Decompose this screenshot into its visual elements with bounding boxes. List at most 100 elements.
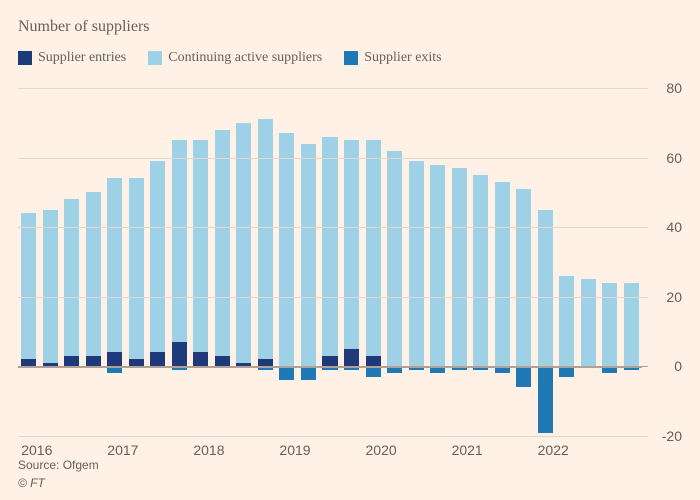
y-axis-label: -20 bbox=[662, 428, 682, 444]
legend-item-entries: Supplier entries bbox=[18, 50, 126, 66]
bar-continuing bbox=[129, 178, 144, 359]
bar-continuing bbox=[64, 199, 79, 356]
source-text: Source: Ofgem bbox=[18, 458, 99, 472]
bar-entries bbox=[344, 349, 359, 366]
bar-entries bbox=[64, 356, 79, 366]
bar-group bbox=[366, 88, 381, 436]
bar-continuing bbox=[43, 210, 58, 363]
bar-exits bbox=[301, 366, 316, 380]
bar-continuing bbox=[344, 140, 359, 349]
bar-continuing bbox=[581, 279, 596, 366]
bar-group bbox=[43, 88, 58, 436]
bar-continuing bbox=[301, 144, 316, 367]
bar-continuing bbox=[172, 140, 187, 342]
bar-continuing bbox=[193, 140, 208, 352]
bar-continuing bbox=[495, 182, 510, 366]
y-tick bbox=[642, 436, 648, 437]
bars-layer bbox=[18, 88, 642, 436]
bar-group bbox=[322, 88, 337, 436]
bar-exits bbox=[366, 366, 381, 376]
legend-label: Supplier entries bbox=[38, 50, 126, 66]
legend-label: Continuing active suppliers bbox=[168, 50, 322, 66]
bar-entries bbox=[366, 356, 381, 366]
gridline bbox=[18, 227, 642, 228]
bar-group bbox=[150, 88, 165, 436]
bar-group bbox=[301, 88, 316, 436]
x-axis-label: 2016 bbox=[21, 442, 52, 458]
chart-container: Number of suppliers Supplier entries Con… bbox=[0, 0, 700, 500]
y-axis-label: 60 bbox=[666, 150, 682, 166]
x-axis-label: 2018 bbox=[193, 442, 224, 458]
bar-entries bbox=[21, 359, 36, 366]
bar-group bbox=[430, 88, 445, 436]
bar-group bbox=[258, 88, 273, 436]
legend-label: Supplier exits bbox=[364, 50, 441, 66]
bar-continuing bbox=[107, 178, 122, 352]
bar-exits bbox=[559, 366, 574, 376]
y-tick bbox=[642, 227, 648, 228]
bar-exits bbox=[538, 366, 553, 432]
bar-group bbox=[193, 88, 208, 436]
gridline bbox=[18, 366, 642, 368]
bar-entries bbox=[107, 352, 122, 366]
y-tick bbox=[642, 366, 648, 367]
bar-entries bbox=[322, 356, 337, 366]
bar-group bbox=[236, 88, 251, 436]
bar-continuing bbox=[430, 165, 445, 367]
bar-exits bbox=[279, 366, 294, 380]
bar-group bbox=[86, 88, 101, 436]
plot-area: -200204060802016201720182019202020212022 bbox=[18, 88, 642, 436]
bar-group bbox=[624, 88, 639, 436]
bar-group bbox=[473, 88, 488, 436]
bar-entries bbox=[215, 356, 230, 366]
bar-group bbox=[64, 88, 79, 436]
bar-continuing bbox=[559, 276, 574, 366]
y-axis-label: 80 bbox=[666, 80, 682, 96]
bar-continuing bbox=[387, 151, 402, 367]
gridline bbox=[18, 297, 642, 298]
bar-continuing bbox=[236, 123, 251, 363]
bar-group bbox=[172, 88, 187, 436]
x-axis-label: 2017 bbox=[107, 442, 138, 458]
legend: Supplier entries Continuing active suppl… bbox=[18, 50, 442, 66]
y-tick bbox=[642, 158, 648, 159]
bar-group bbox=[387, 88, 402, 436]
bar-continuing bbox=[602, 283, 617, 367]
legend-swatch-continuing bbox=[148, 51, 162, 65]
y-axis-label: 20 bbox=[666, 289, 682, 305]
bar-group bbox=[495, 88, 510, 436]
bar-exits bbox=[516, 366, 531, 387]
gridline bbox=[18, 436, 642, 437]
bar-entries bbox=[129, 359, 144, 366]
bar-group bbox=[279, 88, 294, 436]
bar-continuing bbox=[322, 137, 337, 356]
bar-entries bbox=[86, 356, 101, 366]
bar-continuing bbox=[409, 161, 424, 366]
bar-group bbox=[602, 88, 617, 436]
x-axis-label: 2022 bbox=[538, 442, 569, 458]
bar-group bbox=[559, 88, 574, 436]
bar-entries bbox=[193, 352, 208, 366]
bar-group bbox=[516, 88, 531, 436]
y-axis-label: 40 bbox=[666, 219, 682, 235]
bar-group bbox=[452, 88, 467, 436]
bar-continuing bbox=[279, 133, 294, 366]
bar-continuing bbox=[516, 189, 531, 366]
bar-group bbox=[581, 88, 596, 436]
copyright-text: © FT bbox=[18, 476, 45, 490]
bar-group bbox=[344, 88, 359, 436]
x-axis-label: 2020 bbox=[366, 442, 397, 458]
bar-continuing bbox=[258, 119, 273, 359]
bar-continuing bbox=[538, 210, 553, 367]
x-axis-label: 2021 bbox=[452, 442, 483, 458]
x-axis-label: 2019 bbox=[279, 442, 310, 458]
y-tick bbox=[642, 88, 648, 89]
legend-item-continuing: Continuing active suppliers bbox=[148, 50, 322, 66]
gridline bbox=[18, 158, 642, 159]
legend-swatch-exits bbox=[344, 51, 358, 65]
y-tick bbox=[642, 297, 648, 298]
chart-subtitle: Number of suppliers bbox=[18, 18, 150, 36]
bar-continuing bbox=[452, 168, 467, 366]
y-axis-label: 0 bbox=[674, 358, 682, 374]
legend-item-exits: Supplier exits bbox=[344, 50, 441, 66]
